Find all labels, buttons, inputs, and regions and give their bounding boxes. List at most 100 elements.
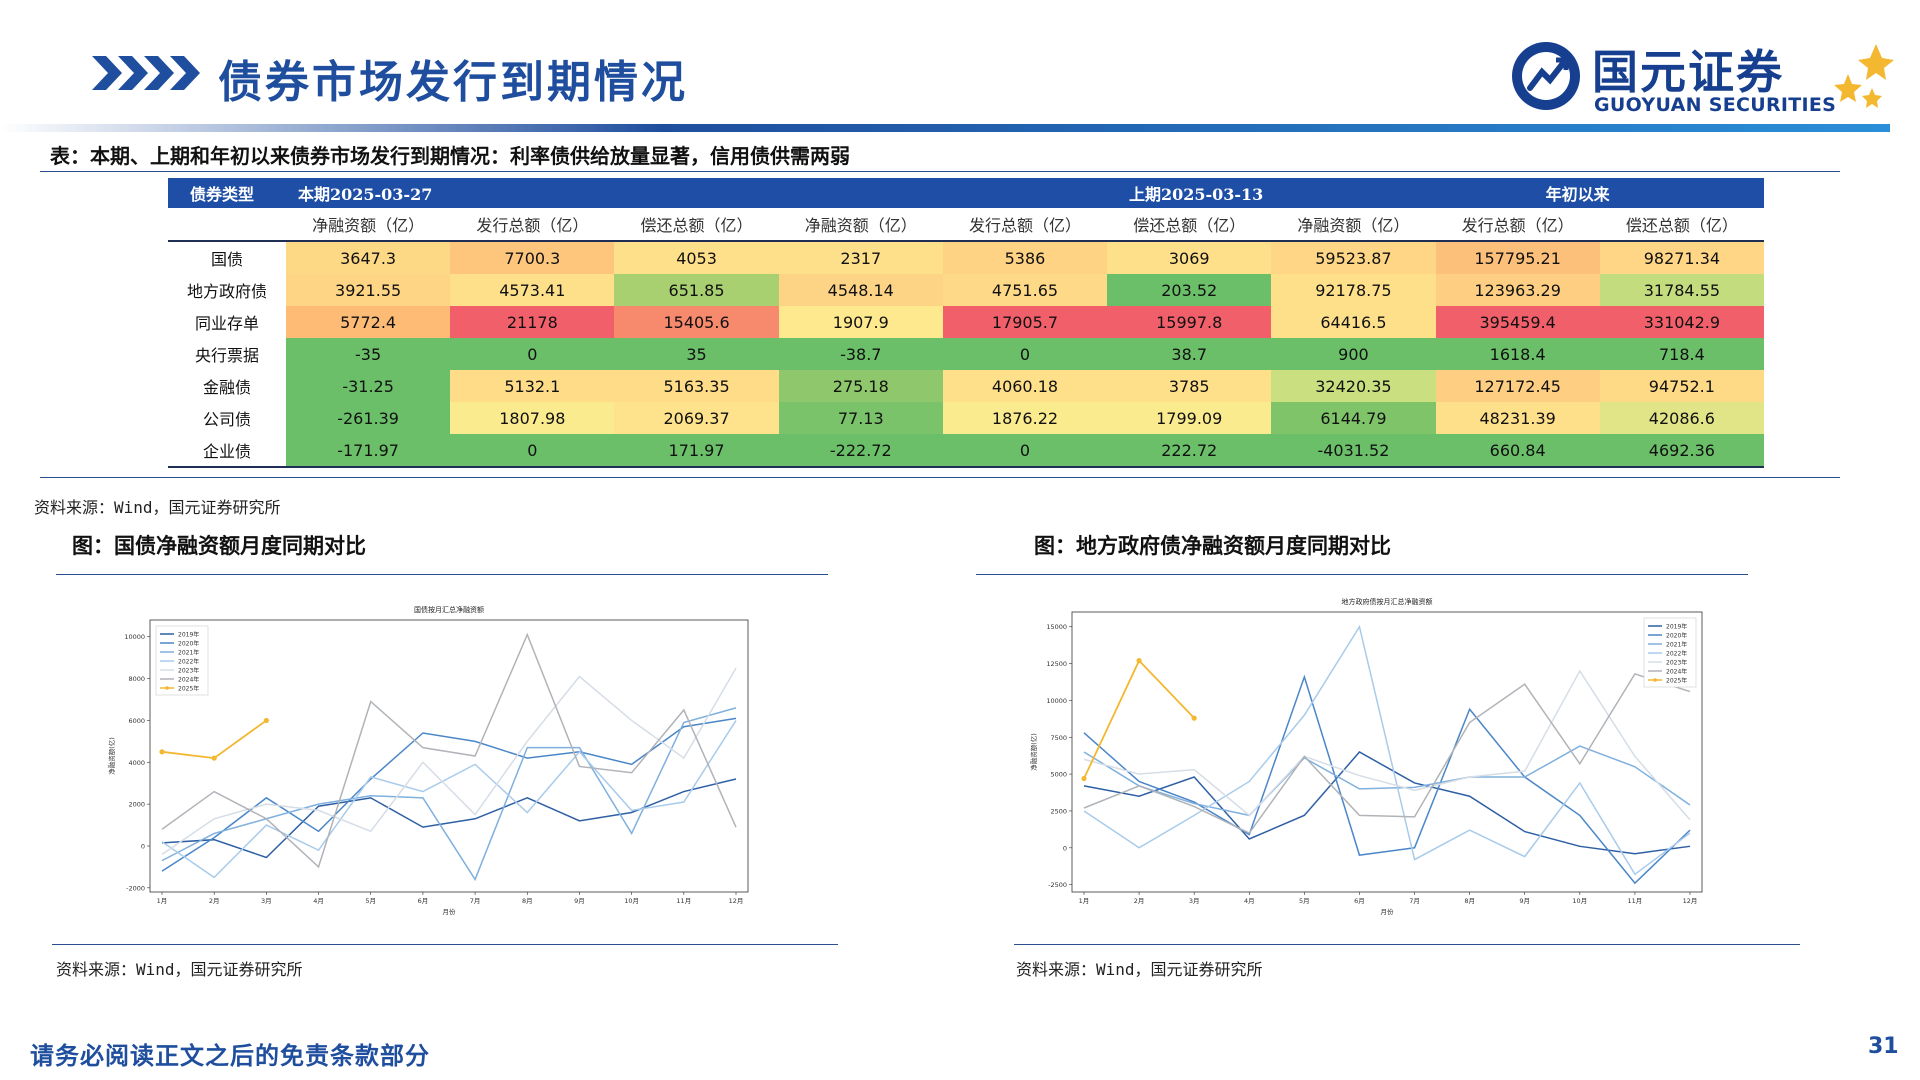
y-tick-label: 6000 <box>128 717 145 725</box>
legend-label: 2020年 <box>178 639 199 647</box>
y-tick-label: 4000 <box>128 759 145 767</box>
logo-chinese-name: 国元证券 <box>1592 45 1784 99</box>
x-tick-label: 9月 <box>574 897 585 905</box>
legend-label: 2023年 <box>178 666 199 674</box>
legend-label: 2025年 <box>178 684 199 692</box>
column-header: 偿还总额（亿） <box>1107 208 1272 242</box>
series-line <box>161 667 737 855</box>
right-figure-title: 图：地方政府债净融资额月度同期对比 <box>1034 533 1391 558</box>
divider <box>52 944 838 945</box>
y-tick-label: 10000 <box>124 633 145 641</box>
row-label: 国债 <box>210 250 243 269</box>
table-row: 金融债 -31.25 5132.1 5163.35 275.18 4060.18 3785 3… <box>168 370 1764 402</box>
page-title: 债券市场发行到期情况 <box>218 57 688 108</box>
y-tick-label: 15000 <box>1046 623 1067 631</box>
table-cell: 1876.22 <box>942 402 1108 434</box>
table-cell: 7700.3 <box>450 241 615 274</box>
table-cell: 2069.37 <box>614 402 779 434</box>
y-axis-label: 净融资额(亿) <box>1029 733 1038 771</box>
x-tick-label: 6月 <box>418 897 429 905</box>
table-cell: 48231.39 <box>1435 402 1600 434</box>
column-header: 偿还总额（亿） <box>1599 208 1764 242</box>
table-cell: 0 <box>450 434 615 468</box>
table-cell: 64416.5 <box>1271 306 1436 338</box>
series-line <box>1083 751 1691 855</box>
table-cell: 77.13 <box>778 402 943 434</box>
table-row: 同业存单 5772.4 21178 15405.6 1907.9 17905.7 15997… <box>168 306 1764 338</box>
divider <box>40 171 1840 172</box>
series-line <box>161 632 737 869</box>
row-label: 企业债 <box>168 434 286 468</box>
column-header: 偿还总额（亿） <box>614 208 779 242</box>
x-tick-label: 8月 <box>522 897 533 905</box>
column-header: 发行总额（亿） <box>942 208 1108 242</box>
x-tick-label: 4月 <box>313 897 324 905</box>
series-point <box>263 717 269 724</box>
table-cell: 98271.34 <box>1599 241 1764 274</box>
series-line <box>1083 659 1195 779</box>
x-tick-label: 2月 <box>1134 897 1145 905</box>
series-point <box>1136 658 1142 664</box>
legend-label: 2024年 <box>178 675 199 683</box>
legend-label: 2021年 <box>1666 640 1687 648</box>
x-tick-label: 11月 <box>1628 897 1643 905</box>
period-previous-header: 上期2025-03-13 <box>778 178 1272 208</box>
series-point <box>1191 715 1197 721</box>
table-cell: 32420.35 <box>1271 370 1436 402</box>
x-tick-label: 1月 <box>157 897 168 905</box>
table-cell: 4573.41 <box>450 274 615 306</box>
x-tick-label: 12月 <box>1683 897 1698 905</box>
company-logo-icon <box>1512 42 1580 110</box>
right-figure-source: 资料来源：Wind，国元证券研究所 <box>1016 960 1263 979</box>
table-title: 表：本期、上期和年初以来债券市场发行到期情况：利率债供给放量显著，信用债供需两弱 <box>50 144 850 168</box>
x-tick-label: 10月 <box>624 897 639 905</box>
table-cell: 92178.75 <box>1271 274 1436 306</box>
x-axis-label: 月份 <box>1381 907 1395 916</box>
plot-frame <box>149 619 749 893</box>
divider <box>976 574 1748 575</box>
series-point <box>1081 775 1087 782</box>
x-tick-label: 1月 <box>1079 897 1090 905</box>
table-cell: 3785 <box>1107 370 1272 402</box>
series-point <box>159 749 165 755</box>
y-tick-label: 12500 <box>1046 660 1067 668</box>
table-cell: 275.18 <box>778 370 943 402</box>
table-cell: -4031.52 <box>1271 434 1436 468</box>
table-cell: 395459.4 <box>1435 306 1600 338</box>
left-figure-source: 资料来源：Wind，国元证券研究所 <box>56 960 303 979</box>
table-cell: 5772.4 <box>286 306 451 338</box>
table-cell: 331042.9 <box>1599 306 1764 338</box>
column-header: 净融资额（亿） <box>1271 208 1436 242</box>
table-cell: 1907.9 <box>778 306 943 338</box>
x-tick-label: 5月 <box>1299 897 1310 905</box>
x-axis-label: 月份 <box>443 907 457 916</box>
table-cell: 4751.65 <box>942 274 1108 306</box>
row-label: 地方政府债 <box>186 282 267 301</box>
series-line <box>1083 669 1691 821</box>
y-tick-label: -2500 <box>1048 881 1067 889</box>
x-tick-label: 5月 <box>365 897 376 905</box>
series-line <box>161 717 737 872</box>
divider <box>40 477 1840 478</box>
table-cell: -31.25 <box>286 370 451 402</box>
table-cell: 222.72 <box>1107 434 1272 468</box>
treasury-net-financing-chart: 国债按月汇总净融资额 -2000 0 2000 4000 6000 8000 10000 1月 2… <box>100 598 760 938</box>
y-tick-label: 0 <box>1063 844 1067 852</box>
table-cell: 203.52 <box>1107 274 1272 306</box>
row-label: 同业存单 <box>194 314 259 333</box>
table-cell: 59523.87 <box>1271 241 1436 274</box>
header-rule <box>0 124 1890 132</box>
legend-label: 2025年 <box>1666 676 1687 684</box>
table-cell: 94752.1 <box>1599 370 1764 402</box>
y-tick-label: -2000 <box>126 884 145 892</box>
row-label: 金融债 <box>202 378 251 397</box>
series-line <box>161 778 737 859</box>
table-cell: 21178 <box>450 306 615 338</box>
series-line <box>1083 624 1691 876</box>
table-cell: 6144.79 <box>1271 402 1436 434</box>
table-cell: 3647.3 <box>286 241 451 274</box>
table-cell: 660.84 <box>1435 434 1600 468</box>
x-tick-label: 9月 <box>1519 897 1530 905</box>
chart-title: 国债按月汇总净融资额 <box>414 605 484 614</box>
table-row: 国债 3647.3 7700.3 4053 2317 5386 3069 59523.87 15… <box>168 241 1764 274</box>
